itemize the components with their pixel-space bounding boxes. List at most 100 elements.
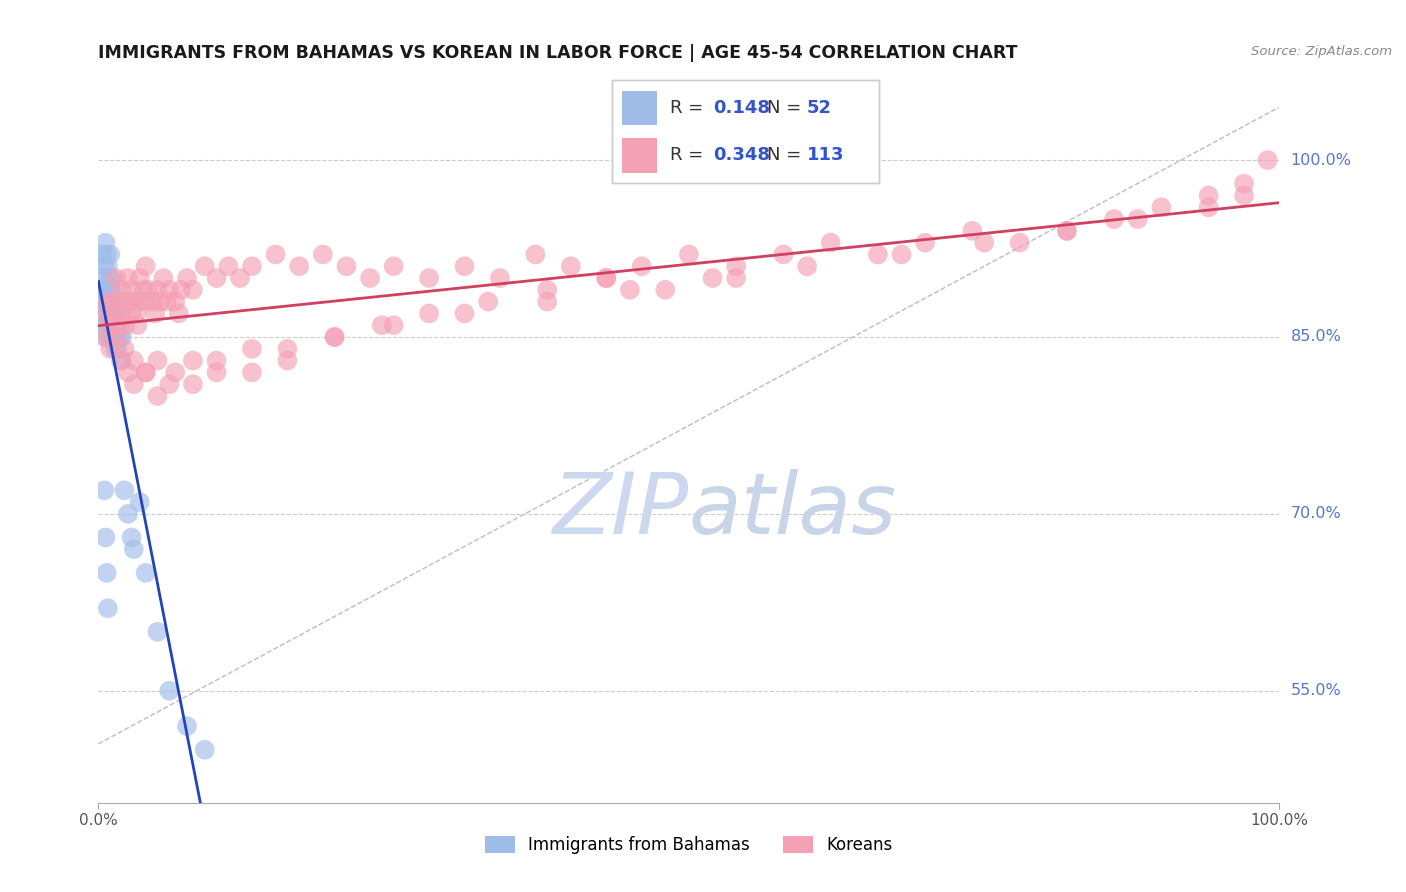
Point: [654, 283, 676, 297]
Point: [165, 365, 187, 379]
Point: [205, 365, 228, 379]
Text: 85.0%: 85.0%: [1291, 329, 1341, 344]
Point: [1198, 188, 1220, 202]
Point: [489, 271, 512, 285]
Point: [181, 377, 204, 392]
Point: [1257, 153, 1279, 167]
Point: [156, 294, 179, 309]
Point: [1056, 224, 1078, 238]
Point: [194, 259, 217, 273]
Point: [146, 389, 169, 403]
Point: [170, 283, 193, 297]
FancyBboxPatch shape: [623, 137, 657, 173]
Point: [96, 283, 118, 297]
Point: [678, 247, 700, 261]
Point: [176, 271, 198, 285]
Point: [595, 271, 617, 285]
Text: 0.148: 0.148: [713, 99, 770, 117]
Point: [110, 353, 132, 368]
Point: [122, 377, 145, 392]
Point: [111, 330, 134, 344]
Point: [477, 294, 499, 309]
Text: R =: R =: [671, 146, 710, 164]
Point: [93, 483, 115, 498]
Point: [1198, 200, 1220, 214]
Point: [128, 271, 150, 285]
Point: [1233, 177, 1256, 191]
Point: [111, 353, 134, 368]
Point: [560, 259, 582, 273]
Point: [1056, 224, 1078, 238]
Point: [135, 365, 157, 379]
Text: 52: 52: [807, 99, 831, 117]
Point: [97, 601, 120, 615]
Point: [117, 294, 139, 309]
Point: [93, 259, 115, 273]
Point: [167, 306, 190, 320]
Point: [94, 283, 117, 297]
Point: [108, 330, 131, 344]
Point: [157, 283, 180, 297]
Point: [135, 294, 157, 309]
Point: [96, 330, 118, 344]
Point: [112, 294, 135, 309]
Point: [240, 365, 263, 379]
Point: [105, 330, 128, 344]
Point: [105, 306, 128, 320]
Point: [101, 283, 124, 297]
Point: [796, 259, 818, 273]
Point: [1126, 212, 1149, 227]
Point: [453, 259, 475, 273]
Point: [111, 283, 134, 297]
Point: [772, 247, 794, 261]
Point: [418, 271, 440, 285]
Point: [121, 283, 143, 297]
Point: [453, 306, 475, 320]
Point: [240, 342, 263, 356]
Point: [91, 318, 114, 333]
Point: [276, 353, 298, 368]
Point: [135, 259, 157, 273]
Point: [240, 259, 263, 273]
Text: N =: N =: [766, 99, 807, 117]
Point: [1102, 212, 1125, 227]
Point: [100, 294, 122, 309]
Point: [97, 259, 120, 273]
Point: [382, 318, 405, 333]
Point: [136, 283, 159, 297]
Point: [100, 271, 122, 285]
Point: [97, 294, 120, 309]
Point: [114, 318, 136, 333]
FancyBboxPatch shape: [623, 91, 657, 126]
Point: [96, 247, 118, 261]
Point: [229, 271, 252, 285]
Text: R =: R =: [671, 99, 710, 117]
Point: [165, 294, 187, 309]
Point: [105, 342, 128, 356]
Point: [820, 235, 842, 250]
Point: [725, 271, 748, 285]
Point: [105, 330, 128, 344]
Point: [103, 294, 125, 309]
Point: [93, 306, 115, 320]
Point: [914, 235, 936, 250]
Legend: Immigrants from Bahamas, Koreans: Immigrants from Bahamas, Koreans: [478, 829, 900, 861]
Point: [112, 342, 135, 356]
Point: [181, 283, 204, 297]
Text: 55.0%: 55.0%: [1291, 683, 1341, 698]
Point: [217, 259, 239, 273]
Point: [101, 330, 124, 344]
Point: [112, 483, 135, 498]
Point: [108, 294, 131, 309]
Point: [152, 271, 174, 285]
Point: [94, 235, 117, 250]
Point: [194, 743, 217, 757]
Point: [135, 365, 157, 379]
Point: [323, 330, 346, 344]
Point: [962, 224, 984, 238]
Point: [98, 330, 121, 344]
Point: [101, 294, 124, 309]
Point: [93, 330, 115, 344]
Point: [90, 294, 112, 309]
Point: [176, 719, 198, 733]
